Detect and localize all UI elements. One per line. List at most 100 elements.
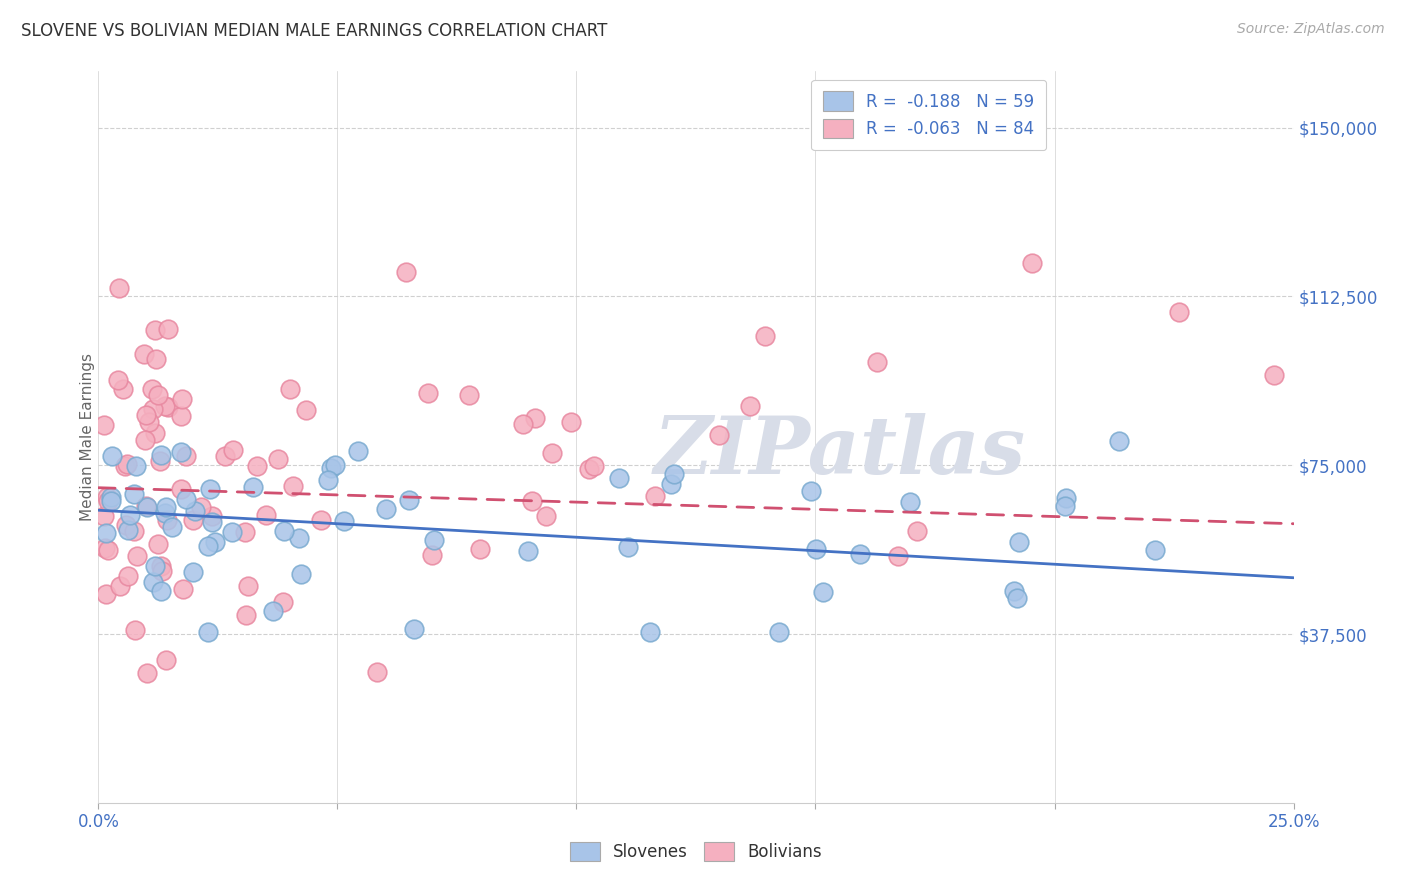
- Point: [768, 624, 790, 639]
- Point: [905, 524, 928, 539]
- Point: [197, 539, 219, 553]
- Point: [142, 402, 165, 417]
- Point: [1021, 255, 1043, 269]
- Point: [94, 587, 117, 601]
- Point: [174, 450, 197, 464]
- Point: [288, 531, 311, 545]
- Point: [607, 471, 630, 485]
- Point: [281, 478, 304, 492]
- Point: [395, 265, 418, 279]
- Point: [520, 494, 543, 508]
- Point: [141, 383, 163, 397]
- Point: [319, 461, 342, 475]
- Point: [155, 500, 177, 514]
- Point: [512, 417, 534, 431]
- Point: [201, 516, 224, 530]
- Point: [366, 665, 388, 680]
- Point: [420, 548, 443, 562]
- Point: [93, 508, 115, 523]
- Point: [754, 329, 776, 343]
- Point: [246, 458, 269, 473]
- Point: [115, 517, 138, 532]
- Point: [294, 403, 316, 417]
- Point: [197, 624, 219, 639]
- Point: [222, 442, 245, 457]
- Point: [143, 323, 166, 337]
- Point: [122, 524, 145, 538]
- Legend: Slovenes, Bolivians: Slovenes, Bolivians: [562, 835, 830, 868]
- Point: [160, 520, 183, 534]
- Y-axis label: Median Male Earnings: Median Male Earnings: [80, 353, 94, 521]
- Point: [174, 491, 197, 506]
- Point: [172, 582, 194, 597]
- Point: [170, 392, 193, 406]
- Point: [125, 458, 148, 473]
- Point: [101, 450, 124, 464]
- Point: [290, 566, 312, 581]
- Point: [97, 494, 120, 508]
- Point: [155, 653, 177, 667]
- Point: [132, 347, 155, 361]
- Point: [709, 428, 731, 442]
- Point: [117, 523, 139, 537]
- Point: [582, 459, 605, 474]
- Point: [644, 489, 666, 503]
- Point: [347, 443, 370, 458]
- Point: [143, 426, 166, 441]
- Point: [316, 473, 339, 487]
- Point: [664, 467, 686, 481]
- Point: [271, 595, 294, 609]
- Text: ZIPatlas: ZIPatlas: [654, 413, 1025, 491]
- Point: [416, 386, 439, 401]
- Point: [423, 533, 446, 547]
- Point: [1008, 535, 1031, 549]
- Point: [1054, 491, 1077, 505]
- Point: [1143, 543, 1166, 558]
- Point: [170, 482, 193, 496]
- Point: [181, 565, 204, 579]
- Point: [404, 622, 426, 636]
- Point: [242, 480, 264, 494]
- Point: [540, 445, 562, 459]
- Point: [127, 549, 149, 563]
- Point: [181, 513, 204, 527]
- Point: [638, 624, 661, 639]
- Point: [142, 574, 165, 589]
- Point: [848, 547, 870, 561]
- Point: [800, 484, 823, 499]
- Point: [146, 537, 169, 551]
- Point: [115, 457, 138, 471]
- Point: [1007, 591, 1029, 606]
- Point: [149, 454, 172, 468]
- Point: [898, 495, 921, 509]
- Point: [887, 549, 910, 563]
- Point: [740, 399, 762, 413]
- Point: [94, 526, 117, 541]
- Point: [118, 508, 141, 522]
- Point: [149, 584, 172, 599]
- Point: [107, 373, 129, 387]
- Point: [93, 417, 115, 432]
- Point: [170, 444, 193, 458]
- Point: [100, 494, 122, 508]
- Point: [135, 500, 157, 515]
- Point: [198, 483, 221, 497]
- Point: [1054, 499, 1077, 513]
- Point: [110, 579, 132, 593]
- Point: [617, 540, 640, 554]
- Point: [153, 399, 176, 413]
- Point: [233, 525, 256, 540]
- Point: [148, 388, 170, 402]
- Point: [96, 490, 118, 504]
- Point: [108, 281, 131, 295]
- Point: [323, 458, 346, 472]
- Point: [804, 542, 827, 557]
- Point: [214, 449, 236, 463]
- Point: [254, 508, 277, 522]
- Point: [560, 416, 582, 430]
- Point: [156, 400, 179, 414]
- Point: [516, 544, 538, 558]
- Point: [135, 409, 157, 423]
- Point: [811, 585, 834, 599]
- Point: [262, 604, 284, 618]
